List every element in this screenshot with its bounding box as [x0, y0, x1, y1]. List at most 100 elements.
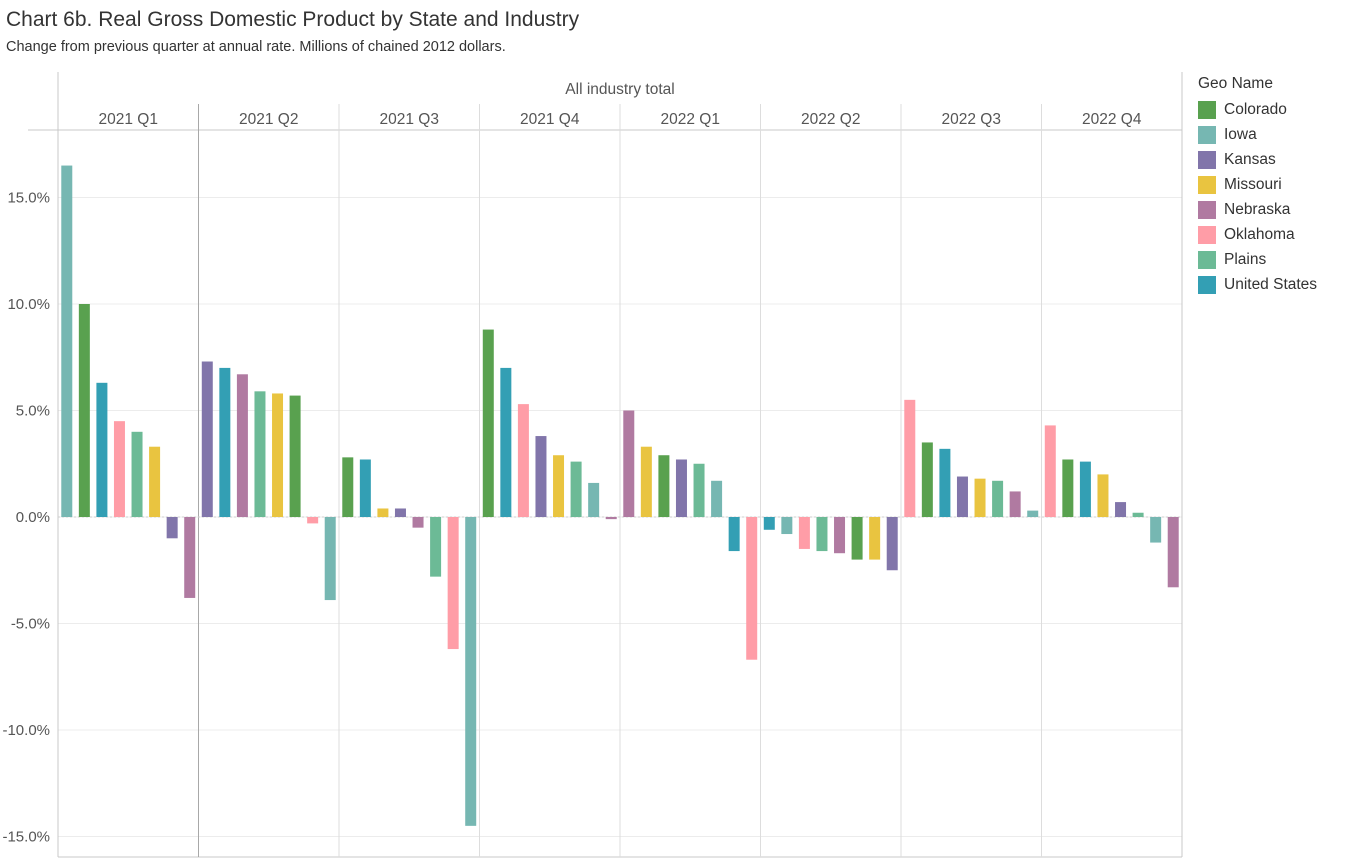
- bar-2021-q3-oklahoma[interactable]: [447, 517, 459, 650]
- quarter-label: 2022 Q4: [1082, 111, 1142, 128]
- quarter-label: 2022 Q2: [801, 111, 860, 128]
- chart-subtitle: Change from previous quarter at annual r…: [6, 39, 506, 55]
- bar-2021-q4-plains[interactable]: [570, 461, 582, 517]
- bar-2022-q3-colorado[interactable]: [921, 442, 933, 517]
- bar-2021-q3-missouri[interactable]: [377, 508, 389, 517]
- y-tick-label: -15.0%: [2, 829, 50, 846]
- bar-2021-q1-missouri[interactable]: [149, 446, 161, 517]
- bar-2022-q1-united-states[interactable]: [728, 517, 740, 552]
- bar-2022-q4-kansas[interactable]: [1115, 502, 1127, 517]
- bar-2021-q2-nebraska[interactable]: [236, 374, 248, 517]
- bar-2021-q4-nebraska[interactable]: [605, 517, 617, 520]
- bar-2021-q3-united-states[interactable]: [359, 459, 371, 517]
- legend-swatch: [1198, 250, 1216, 269]
- bar-2022-q2-iowa[interactable]: [781, 517, 793, 535]
- legend-swatch: [1198, 125, 1216, 144]
- bar-2022-q1-missouri[interactable]: [640, 446, 652, 517]
- bar-2022-q3-nebraska[interactable]: [1009, 491, 1021, 517]
- bar-2022-q3-missouri[interactable]: [974, 478, 986, 517]
- legend-item-united-states[interactable]: United States: [1198, 272, 1317, 297]
- legend-label: Nebraska: [1224, 200, 1291, 218]
- legend-swatch: [1198, 150, 1216, 169]
- bar-2021-q1-plains[interactable]: [131, 431, 143, 517]
- bar-2021-q2-oklahoma[interactable]: [307, 517, 319, 524]
- bar-2022-q2-united-states[interactable]: [763, 517, 775, 530]
- bar-2022-q1-oklahoma[interactable]: [746, 517, 758, 660]
- legend-swatch: [1198, 225, 1216, 244]
- bar-2021-q3-colorado[interactable]: [342, 457, 354, 517]
- quarter-label: 2021 Q4: [520, 111, 580, 128]
- bar-2022-q3-united-states[interactable]: [939, 448, 951, 517]
- bar-2021-q1-oklahoma[interactable]: [113, 421, 125, 517]
- bar-2022-q2-plains[interactable]: [816, 517, 828, 552]
- bar-2022-q3-iowa[interactable]: [1027, 510, 1039, 517]
- bar-2022-q4-iowa[interactable]: [1150, 517, 1162, 543]
- bar-2022-q1-nebraska[interactable]: [623, 410, 635, 518]
- bar-2022-q4-colorado[interactable]: [1062, 459, 1074, 517]
- bar-2022-q3-kansas[interactable]: [956, 476, 968, 517]
- legend-label: Kansas: [1224, 150, 1276, 168]
- chart-title: Chart 6b. Real Gross Domestic Product by…: [6, 8, 580, 31]
- bar-2022-q1-kansas[interactable]: [675, 459, 687, 517]
- bar-2021-q1-kansas[interactable]: [166, 517, 178, 539]
- bar-2021-q4-kansas[interactable]: [535, 436, 547, 517]
- bar-2022-q4-nebraska[interactable]: [1167, 517, 1179, 588]
- quarter-label: 2021 Q2: [239, 111, 298, 128]
- y-tick-label: 5.0%: [16, 403, 50, 420]
- bar-2021-q3-kansas[interactable]: [394, 508, 406, 517]
- legend-item-iowa[interactable]: Iowa: [1198, 122, 1317, 147]
- legend-item-oklahoma[interactable]: Oklahoma: [1198, 222, 1317, 247]
- bar-2022-q3-oklahoma[interactable]: [904, 399, 916, 517]
- bar-2021-q3-nebraska[interactable]: [412, 517, 424, 528]
- bar-2022-q4-missouri[interactable]: [1097, 474, 1109, 517]
- bar-2022-q2-missouri[interactable]: [869, 517, 881, 560]
- quarter-label: 2022 Q1: [661, 111, 720, 128]
- legend-title: Geo Name: [1198, 75, 1273, 92]
- bar-2021-q2-kansas[interactable]: [201, 361, 213, 517]
- bar-2021-q2-united-states[interactable]: [219, 367, 231, 517]
- bar-2021-q4-missouri[interactable]: [553, 455, 565, 517]
- bar-2021-q2-plains[interactable]: [254, 391, 266, 517]
- bar-2021-q1-iowa[interactable]: [61, 165, 73, 518]
- bar-2021-q3-iowa[interactable]: [465, 517, 477, 826]
- bar-2022-q2-kansas[interactable]: [886, 517, 898, 571]
- bar-2021-q4-iowa[interactable]: [588, 482, 600, 517]
- bar-2021-q1-united-states[interactable]: [96, 382, 108, 517]
- bar-2021-q2-iowa[interactable]: [324, 517, 336, 601]
- bar-2022-q2-colorado[interactable]: [851, 517, 863, 560]
- legend-label: Oklahoma: [1224, 225, 1295, 243]
- bar-2022-q1-colorado[interactable]: [658, 455, 670, 517]
- legend-label: Plains: [1224, 250, 1267, 268]
- bar-2022-q3-plains[interactable]: [992, 480, 1004, 517]
- y-tick-label: -5.0%: [11, 616, 50, 633]
- bar-2022-q4-united-states[interactable]: [1079, 461, 1091, 517]
- legend-item-kansas[interactable]: Kansas: [1198, 147, 1317, 172]
- bar-2022-q4-plains[interactable]: [1132, 512, 1144, 517]
- legend-item-colorado[interactable]: Colorado: [1198, 97, 1317, 122]
- bar-2022-q1-plains[interactable]: [693, 463, 705, 517]
- legend-swatch: [1198, 275, 1216, 294]
- bar-2021-q1-nebraska[interactable]: [184, 517, 196, 598]
- bar-2021-q2-missouri[interactable]: [272, 393, 284, 517]
- bar-2021-q1-colorado[interactable]: [78, 304, 90, 517]
- column-header-label: All industry total: [565, 81, 674, 98]
- bar-2021-q2-colorado[interactable]: [289, 395, 301, 517]
- legend-item-plains[interactable]: Plains: [1198, 247, 1317, 272]
- legend-label: Colorado: [1224, 100, 1287, 118]
- bar-2022-q2-nebraska[interactable]: [834, 517, 846, 554]
- bar-2021-q4-colorado[interactable]: [482, 329, 494, 517]
- legend-swatch: [1198, 200, 1216, 219]
- bar-2021-q4-united-states[interactable]: [500, 367, 512, 517]
- bar-2022-q1-iowa[interactable]: [711, 480, 723, 517]
- y-tick-label: -10.0%: [2, 722, 50, 739]
- legend-swatch: [1198, 175, 1216, 194]
- bar-2022-q4-oklahoma[interactable]: [1044, 425, 1056, 517]
- legend: Geo Name Colorado Iowa Kansas Missouri N…: [1198, 75, 1317, 297]
- legend-item-missouri[interactable]: Missouri: [1198, 172, 1317, 197]
- quarter-label: 2021 Q3: [380, 111, 439, 128]
- bar-2021-q4-oklahoma[interactable]: [517, 404, 529, 517]
- bar-2021-q3-plains[interactable]: [430, 517, 442, 577]
- legend-item-nebraska[interactable]: Nebraska: [1198, 197, 1317, 222]
- bar-chart: All industry total 2021 Q1 2021 Q2 2021 Q3 2…: [2, 72, 1183, 858]
- bar-2022-q2-oklahoma[interactable]: [798, 517, 810, 549]
